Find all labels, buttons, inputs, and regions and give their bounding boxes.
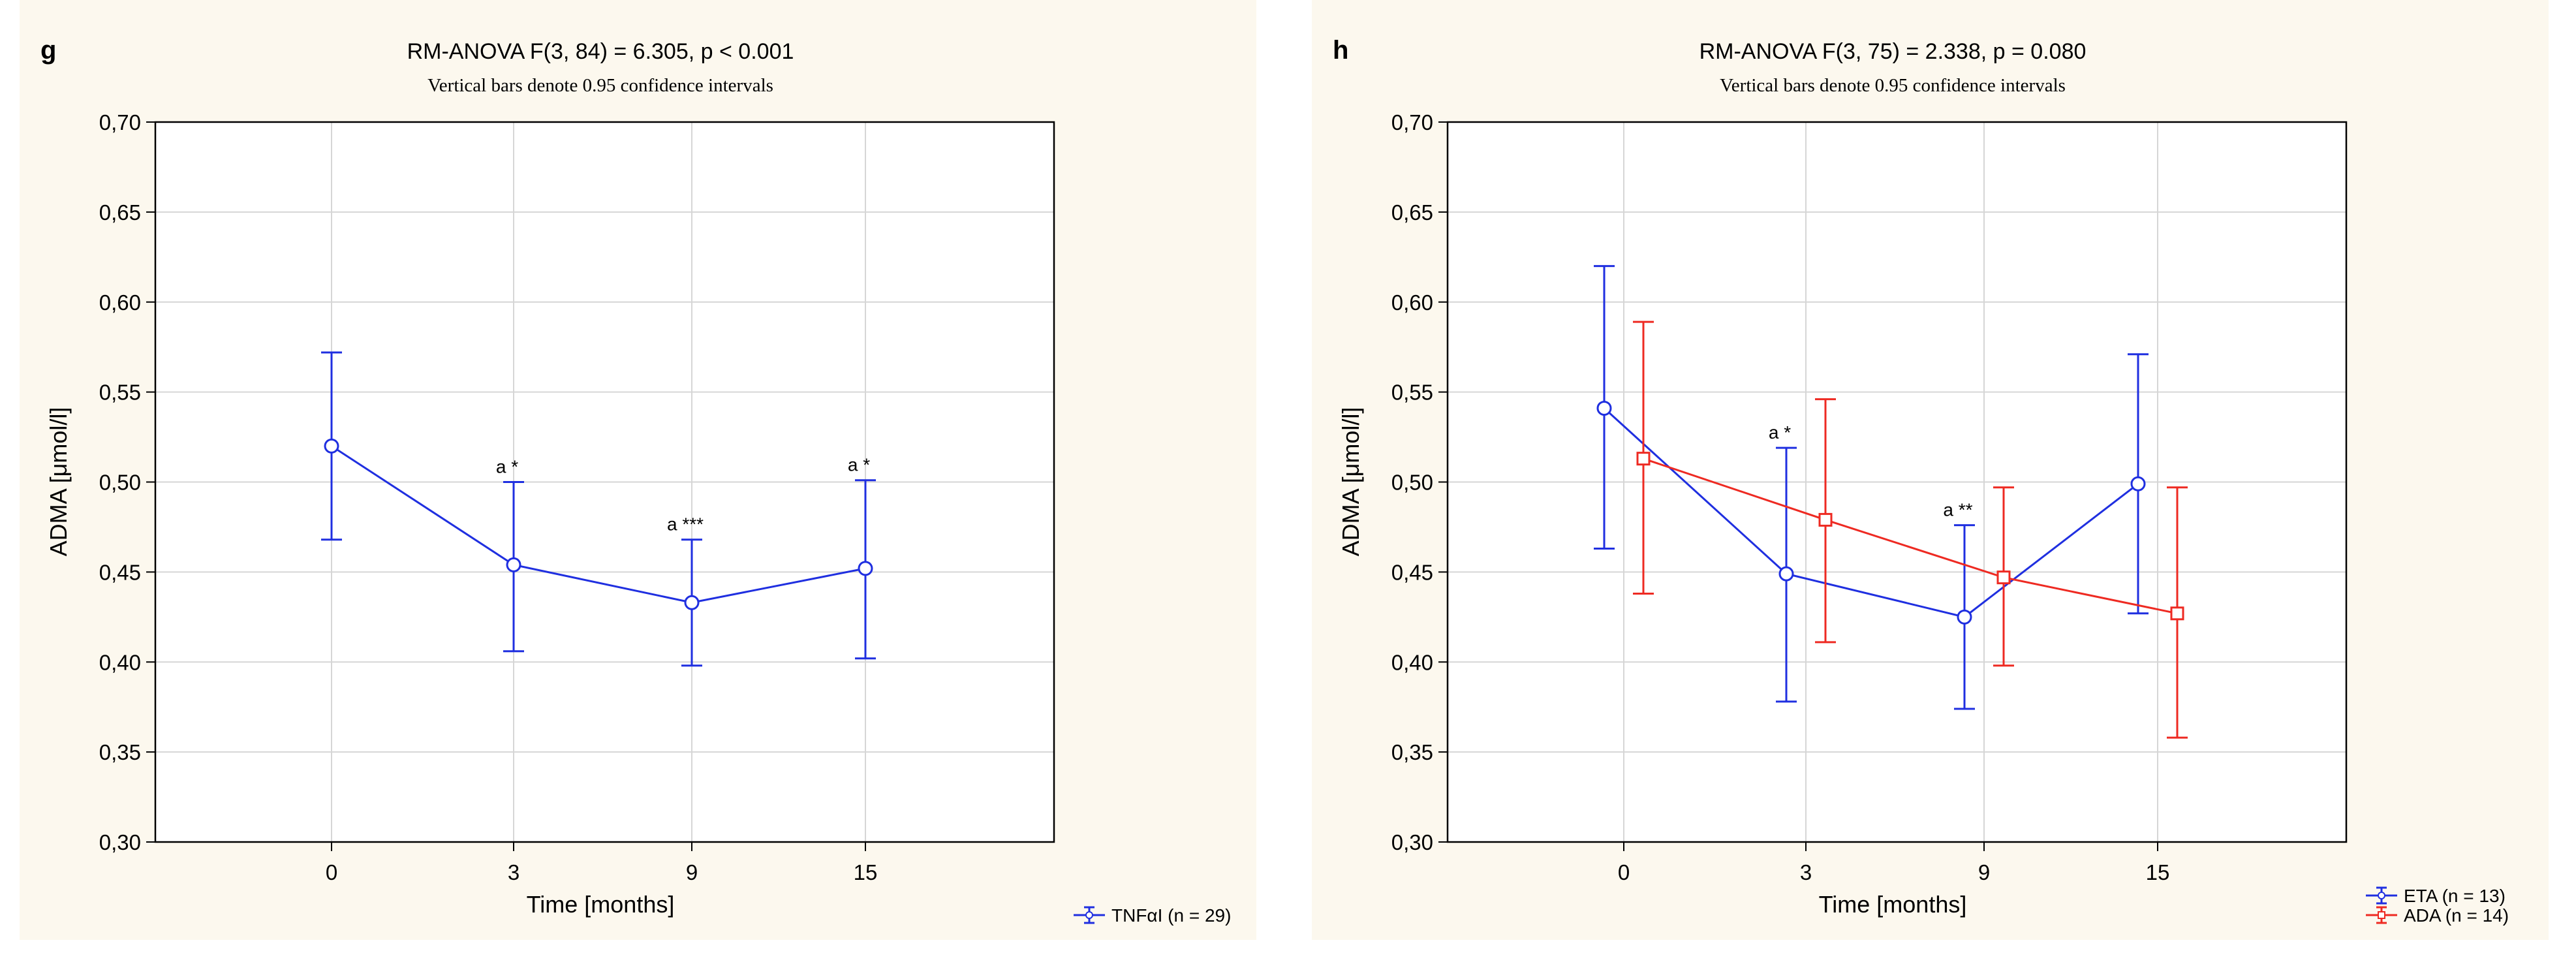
y-tick-label: 0,55 xyxy=(99,381,141,405)
y-tick-label: 0,45 xyxy=(1391,560,1433,584)
chart-panel-h: h RM-ANOVA F(3, 75) = 2.338, p = 0.080 Ver… xyxy=(1312,0,2549,940)
x-tick-label: 9 xyxy=(1978,860,1990,884)
legend-label: ADA (n = 14) xyxy=(2404,905,2509,926)
data-point xyxy=(1996,570,2011,585)
legend-marker xyxy=(1085,911,1093,919)
data-point xyxy=(858,561,873,576)
x-tick-label: 9 xyxy=(686,860,698,884)
legend-marker xyxy=(2378,892,2385,899)
significance-label: a ** xyxy=(1943,500,1972,520)
series-line xyxy=(1643,458,2178,615)
legend-marker xyxy=(2378,911,2385,919)
x-tick-label: 15 xyxy=(854,860,878,884)
y-tick-label: 0,45 xyxy=(99,560,141,584)
x-tick-label: 0 xyxy=(1618,860,1630,884)
legend-label: ETA (n = 13) xyxy=(2404,886,2506,906)
y-tick-label: 0,70 xyxy=(1391,110,1433,134)
series-line xyxy=(331,445,866,604)
data-point xyxy=(1596,400,1612,416)
y-tick-label: 0,50 xyxy=(99,471,141,495)
data-point xyxy=(2170,606,2184,621)
data-point xyxy=(324,438,339,454)
chart-title: RM-ANOVA F(3, 84) = 6.305, p < 0.001 xyxy=(407,39,794,64)
x-tick-label: 3 xyxy=(1800,860,1812,884)
y-tick-label: 0,70 xyxy=(99,110,141,134)
data-point xyxy=(1636,452,1651,466)
chart-h: h RM-ANOVA F(3, 75) = 2.338, p = 0.080 Ver… xyxy=(1333,36,2509,926)
chart-g: g RM-ANOVA F(3, 84) = 6.305, p < 0.001 Ver… xyxy=(40,36,1231,926)
y-tick-label: 0,40 xyxy=(1391,650,1433,674)
data-point xyxy=(506,557,521,572)
y-axis-label: ADMA [μmol/l] xyxy=(45,407,72,557)
chart-subtitle: Vertical bars denote 0.95 confidence int… xyxy=(1720,75,2066,96)
x-tick-label: 3 xyxy=(508,860,520,884)
data-point xyxy=(684,595,700,610)
series-line xyxy=(1603,407,2139,618)
chart-subtitle: Vertical bars denote 0.95 confidence int… xyxy=(427,75,773,96)
chart-panel-g: g RM-ANOVA F(3, 84) = 6.305, p < 0.001 Ver… xyxy=(20,0,1256,940)
significance-label: a *** xyxy=(667,514,704,535)
y-tick-label: 0,60 xyxy=(99,290,141,315)
significance-label: a * xyxy=(1769,422,1791,443)
data-point xyxy=(2130,476,2146,491)
x-axis-label: Time [months] xyxy=(527,891,675,918)
significance-label: a * xyxy=(848,455,870,475)
y-tick-label: 0,35 xyxy=(1391,740,1433,764)
y-tick-label: 0,65 xyxy=(1391,200,1433,225)
y-axis-label: ADMA [μmol/l] xyxy=(1337,407,1364,557)
data-point xyxy=(1957,609,1972,625)
y-tick-label: 0,65 xyxy=(99,200,141,225)
y-tick-label: 0,40 xyxy=(99,650,141,674)
y-tick-label: 0,60 xyxy=(1391,290,1433,315)
x-tick-label: 15 xyxy=(2146,860,2170,884)
significance-label: a * xyxy=(496,457,518,477)
y-tick-label: 0,30 xyxy=(1391,830,1433,854)
y-tick-label: 0,30 xyxy=(99,830,141,854)
chart-title: RM-ANOVA F(3, 75) = 2.338, p = 0.080 xyxy=(1699,39,2087,64)
y-tick-label: 0,55 xyxy=(1391,381,1433,405)
legend-label: TNFαI (n = 29) xyxy=(1111,905,1231,926)
plot-frame xyxy=(1446,121,2348,843)
data-point xyxy=(1778,566,1794,582)
x-axis-label: Time [months] xyxy=(1819,891,1967,918)
y-tick-label: 0,50 xyxy=(1391,471,1433,495)
plot-frame xyxy=(154,121,1055,843)
panel-label: h xyxy=(1333,36,1348,65)
panel-label: g xyxy=(40,36,56,65)
data-point xyxy=(1818,512,1833,527)
y-tick-label: 0,35 xyxy=(99,740,141,764)
x-tick-label: 0 xyxy=(326,860,337,884)
